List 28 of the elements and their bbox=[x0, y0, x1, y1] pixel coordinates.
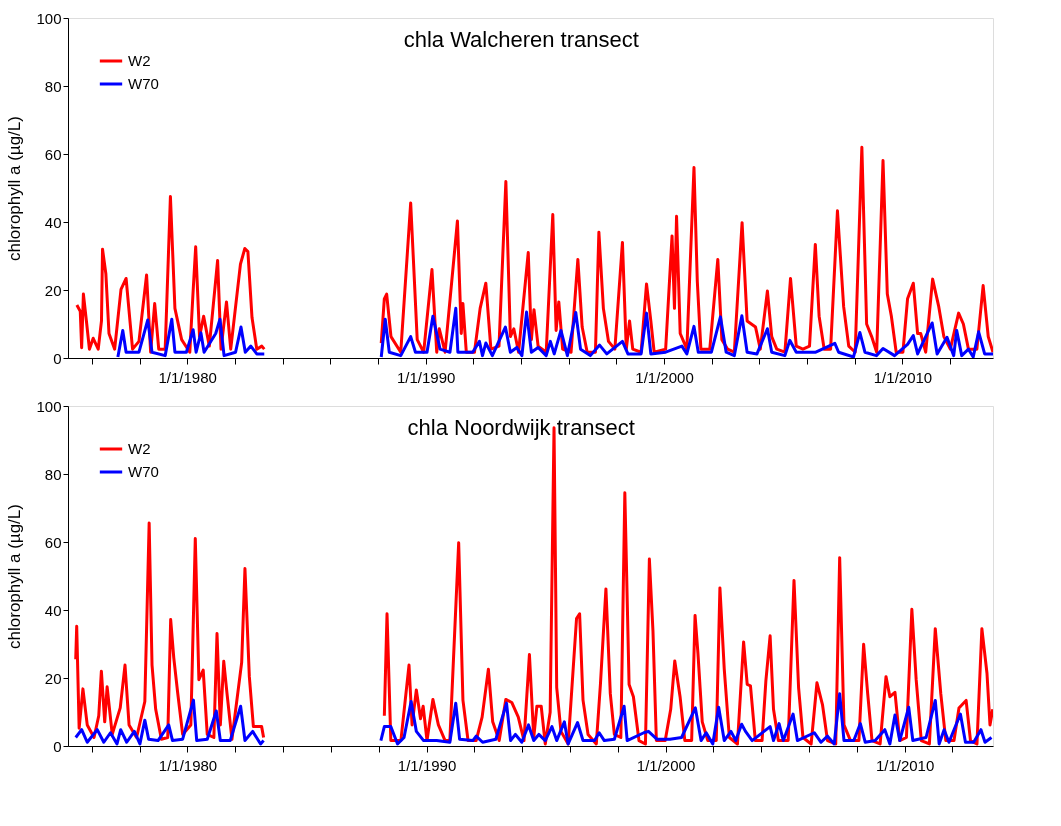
y-tick-label: 80 bbox=[44, 77, 62, 95]
y-tick-label: 20 bbox=[44, 281, 62, 299]
y-tick-label: 100 bbox=[36, 9, 62, 27]
y-tick-label: 100 bbox=[36, 397, 62, 415]
y-tick-label: 0 bbox=[53, 349, 62, 367]
y-tick-label: 40 bbox=[44, 601, 62, 619]
y-tick-label: 60 bbox=[44, 533, 62, 551]
y-tick-label: 40 bbox=[44, 213, 62, 231]
x-tick-label: 1/1/1990 bbox=[397, 756, 457, 774]
y-tick-label: 20 bbox=[44, 669, 62, 687]
x-tick-label: 1/1/2010 bbox=[873, 368, 933, 386]
chart-title: chla Noordwijk transect bbox=[407, 415, 635, 440]
y-axis-title: chlorophyll a (µg/L) bbox=[5, 504, 25, 649]
y-tick-label: 60 bbox=[44, 145, 62, 163]
x-tick-label: 1/1/2000 bbox=[636, 756, 696, 774]
y-tick-label: 0 bbox=[53, 737, 62, 755]
legend-label: W70 bbox=[128, 75, 159, 92]
x-tick-label: 1/1/2000 bbox=[635, 368, 694, 386]
y-tick-label: 80 bbox=[44, 465, 62, 483]
x-tick-label: 1/1/2010 bbox=[875, 756, 935, 774]
x-tick-label: 1/1/1990 bbox=[396, 368, 456, 386]
chart-title: chla Walcheren transect bbox=[403, 27, 639, 52]
legend-label: W2 bbox=[128, 52, 151, 69]
x-tick-label: 1/1/1980 bbox=[158, 756, 218, 774]
legend-label: W70 bbox=[128, 463, 159, 480]
x-tick-label: 1/1/1980 bbox=[158, 368, 217, 386]
legend-label: W2 bbox=[128, 440, 151, 457]
y-axis-title: chlorophyll a (µg/L) bbox=[5, 116, 25, 261]
